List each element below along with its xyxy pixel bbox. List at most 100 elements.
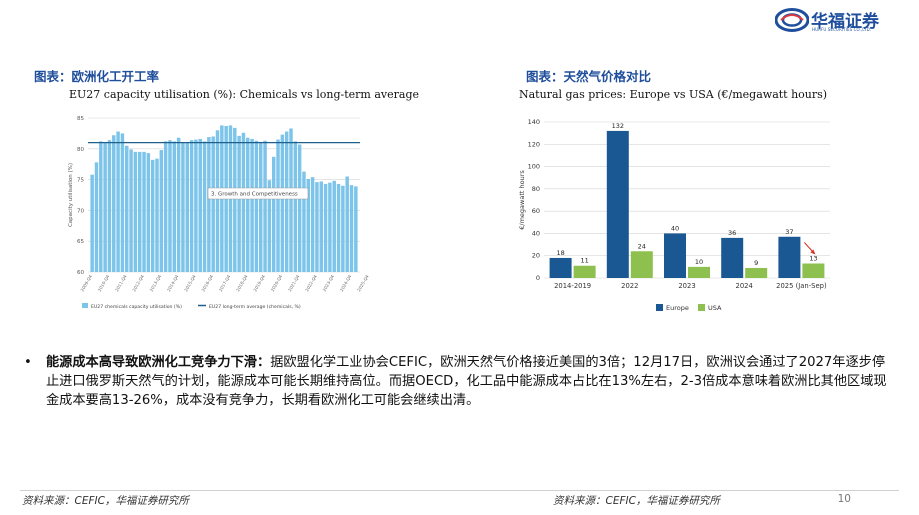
utilisation-bar [319, 181, 323, 272]
utilisation-bar [94, 162, 99, 272]
y-tick-label: 85 [77, 116, 84, 122]
x-tick-label: 2022 [621, 282, 638, 290]
utilisation-bar [155, 158, 159, 272]
europe-bar [549, 257, 572, 278]
page-number: 10 [837, 493, 851, 505]
source-note-left: 资料来源：CEFIC，华福证券研究所 [22, 495, 189, 507]
x-tick-label: 2018-Q4 [235, 274, 249, 293]
logo-subtext: HUAFU SECURITIES CO.,LTD. [812, 27, 872, 32]
y-tick-label: 60 [532, 207, 540, 215]
utilisation-bar [241, 132, 246, 272]
y-axis-label: €/megawatt hours [518, 170, 526, 230]
legend-label-average: EU27 long-term average (chemicals, %) [209, 304, 301, 310]
utilisation-bar [246, 137, 250, 272]
data-label: 37 [785, 228, 793, 236]
capacity-utilisation-chart: 60 65 70 75 80 85 Capacity utilisation (%) 2009… [68, 116, 370, 310]
source-note-right: 资料来源：CEFIC，华福证券研究所 [553, 495, 720, 507]
y-axis-label: Capacity utilisation (%) [68, 163, 74, 227]
arrow-head-icon [810, 249, 816, 255]
europe-bar [664, 233, 686, 278]
logo-text: 华福证券 [811, 12, 879, 32]
x-tick-label: 2023-Q4 [322, 274, 336, 293]
utilisation-bar [293, 141, 298, 272]
key-point-paragraph: • 能源成本高导致欧洲化工竞争力下滑：据欧盟化学工业协会CEFIC，欧洲天然气价… [24, 353, 892, 410]
footer-divider [20, 490, 899, 491]
utilisation-bar [211, 136, 215, 272]
utilisation-bar [310, 177, 315, 272]
key-point-body: 据欧盟化学工业协会CEFIC，欧洲天然气价格接近美国的3倍；12月17日，欧洲议… [46, 355, 887, 408]
utilisation-bar [336, 183, 341, 272]
utilisation-bar [116, 131, 120, 272]
utilisation-bar [176, 137, 181, 272]
europe-bar [606, 130, 629, 278]
bullet-icon: • [24, 355, 32, 370]
utilisation-bar [328, 182, 332, 272]
x-tick-label: 2014-Q4 [166, 274, 180, 293]
gas-price-chart: 0 20 40 60 80 100 120 140 €/megawatt hours 18 11 20… [518, 118, 830, 312]
utilisation-bar [120, 133, 125, 272]
x-tick-label: 2024 [736, 282, 753, 290]
legend-swatch-europe [656, 304, 663, 311]
usa-bar [630, 251, 653, 278]
x-tick-label: 2013-Q4 [149, 274, 163, 293]
data-label: 40 [671, 224, 679, 232]
y-tick-label: 70 [77, 208, 84, 214]
utilisation-bar [112, 135, 116, 272]
utilisation-bar [254, 140, 259, 272]
data-label: 18 [556, 249, 564, 257]
utilisation-bar [150, 159, 155, 272]
utilisation-bar [107, 140, 112, 272]
utilisation-bar [306, 178, 311, 272]
y-tick-label: 120 [528, 140, 540, 148]
legend-label-usa: USA [708, 304, 722, 312]
company-logo: 华福证券 HUAFU SECURITIES CO.,LTD. [775, 6, 887, 36]
left-section-title: 图表：欧洲化工开工率 [34, 69, 160, 84]
x-tick-label: 2017-Q4 [218, 274, 232, 293]
utilisation-bar [185, 142, 189, 272]
key-point-heading: 能源成本高导致欧洲化工竞争力下滑： [46, 355, 271, 370]
x-tick-label: 2024-Q4 [339, 274, 353, 293]
y-tick-label: 40 [532, 229, 540, 237]
data-label: 13 [809, 255, 817, 263]
legend-label-europe: Europe [666, 304, 689, 312]
annotation-label: 3. Growth and Competitiveness [211, 192, 298, 198]
utilisation-bar [271, 156, 276, 272]
x-tick-label: 2019-Q4 [252, 274, 266, 293]
legend-swatch-usa [698, 304, 705, 311]
x-tick-label: 2010-Q4 [97, 274, 111, 293]
utilisation-bar [267, 180, 272, 272]
x-tick-label: 2025 (Jan-Sep) [776, 282, 827, 290]
utilisation-bar [297, 144, 302, 272]
x-tick-label: 2015-Q4 [183, 274, 197, 293]
data-label: 11 [580, 257, 588, 265]
x-tick-label: 2012-Q4 [131, 274, 145, 293]
utilisation-bar [189, 140, 194, 272]
x-tick-label: 2014-2019 [554, 282, 591, 290]
usa-bar [745, 267, 768, 278]
utilisation-bar [146, 153, 151, 272]
usa-bar [802, 263, 825, 278]
x-tick-label: 2025-Q4 [356, 274, 370, 293]
logo-emblem-icon [775, 8, 809, 32]
right-section-title: 图表：天然气价格对比 [526, 69, 652, 84]
utilisation-bar [90, 174, 94, 272]
annotation-box [207, 187, 309, 200]
right-chart-title: Natural gas prices: Europe vs USA (€/meg… [519, 88, 828, 101]
utilisation-bar [233, 127, 237, 272]
europe-bar [721, 237, 744, 278]
utilisation-bar [142, 151, 146, 272]
utilisation-bar [215, 130, 220, 272]
left-chart-title: EU27 capacity utilisation (%): Chemicals… [69, 88, 420, 101]
utilisation-bar [137, 151, 142, 272]
utilisation-bar [276, 139, 280, 272]
utilisation-bar [250, 138, 254, 272]
data-label: 36 [728, 229, 736, 237]
y-tick-label: 140 [528, 118, 540, 126]
legend-swatch-utilisation [82, 303, 88, 308]
utilisation-bar [259, 142, 263, 272]
utilisation-bar [168, 140, 172, 272]
legend-label-utilisation: EU27 chemicals capacity utilisation (%) [91, 304, 182, 310]
utilisation-bar [163, 141, 168, 272]
x-tick-label: 2020-Q4 [270, 274, 284, 293]
utilisation-bar [103, 142, 107, 272]
